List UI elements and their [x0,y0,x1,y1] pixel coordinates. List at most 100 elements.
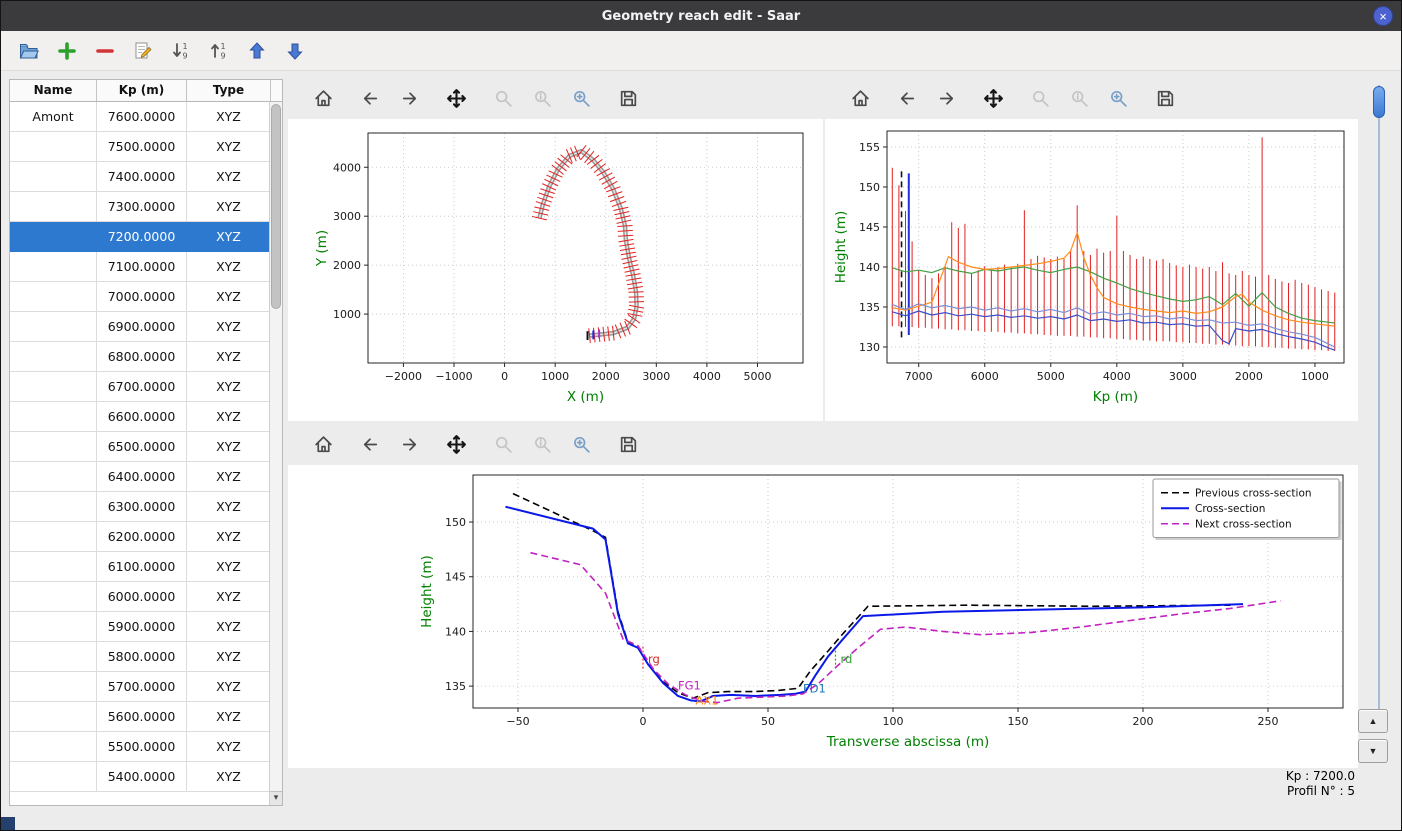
table-cell[interactable] [10,462,97,492]
table-cell[interactable]: 6000.0000 [97,582,187,612]
table-cell[interactable]: XYZ [187,462,269,492]
profile-position-slider[interactable] [1373,85,1385,709]
table-cell[interactable] [10,582,97,612]
table-cell[interactable] [10,282,97,312]
remove-profile-button[interactable] [91,37,119,65]
table-cell[interactable]: 7400.0000 [97,162,187,192]
table-row[interactable]: 7000.0000 XYZ [10,282,269,312]
table-cell[interactable] [10,642,97,672]
add-profile-button[interactable] [53,37,81,65]
subplots-button[interactable] [527,83,557,113]
previous-profile-button[interactable]: ▲ [1358,709,1388,733]
table-cell[interactable] [10,402,97,432]
table-cell[interactable] [10,762,97,792]
move-down-button[interactable] [281,37,309,65]
table-cell[interactable] [10,252,97,282]
zoom-button[interactable] [488,429,518,459]
table-cell[interactable]: 5400.0000 [97,762,187,792]
table-cell[interactable]: 6100.0000 [97,552,187,582]
home-button[interactable] [308,429,338,459]
table-cell[interactable]: XYZ [187,552,269,582]
table-cell[interactable] [10,612,97,642]
table-row[interactable]: 7300.0000 XYZ [10,192,269,222]
table-row[interactable]: 5800.0000 XYZ [10,642,269,672]
table-cell[interactable]: 7100.0000 [97,252,187,282]
table-row[interactable]: 6900.0000 XYZ [10,312,269,342]
table-cell[interactable]: 7600.0000 [97,102,187,132]
table-cell[interactable] [10,432,97,462]
close-button[interactable]: × [1373,6,1393,26]
table-cell[interactable]: XYZ [187,192,269,222]
table-cell[interactable]: 7300.0000 [97,192,187,222]
table-cell[interactable] [10,342,97,372]
subplots-button[interactable] [1064,83,1094,113]
table-cell[interactable]: XYZ [187,702,269,732]
table-cell[interactable] [10,492,97,522]
pan-button[interactable] [441,429,471,459]
open-button[interactable] [15,37,43,65]
table-cell[interactable] [10,312,97,342]
subplots-button[interactable] [527,429,557,459]
table-cell[interactable]: XYZ [187,642,269,672]
back-button[interactable] [355,83,385,113]
table-cell[interactable]: 6800.0000 [97,342,187,372]
table-cell[interactable]: 6700.0000 [97,372,187,402]
table-row[interactable]: 6500.0000 XYZ [10,432,269,462]
table-cell[interactable]: XYZ [187,582,269,612]
table-cell[interactable]: XYZ [187,612,269,642]
table-cell[interactable]: XYZ [187,372,269,402]
back-button[interactable] [355,429,385,459]
table-cell[interactable] [10,732,97,762]
table-cell[interactable] [10,222,97,252]
table-row[interactable]: 5400.0000 XYZ [10,762,269,792]
save-button[interactable] [613,83,643,113]
edit-profile-button[interactable] [129,37,157,65]
table-cell[interactable]: XYZ [187,762,269,792]
table-cell[interactable]: 5900.0000 [97,612,187,642]
table-cell[interactable]: 6600.0000 [97,402,187,432]
table-cell[interactable]: XYZ [187,672,269,702]
table-cell[interactable]: 6300.0000 [97,492,187,522]
table-cell[interactable] [10,192,97,222]
table-cell[interactable]: XYZ [187,252,269,282]
home-button[interactable] [308,83,338,113]
forward-button[interactable] [394,83,424,113]
table-cell[interactable]: 5700.0000 [97,672,187,702]
table-cell[interactable]: 6400.0000 [97,462,187,492]
table-row[interactable]: 6100.0000 XYZ [10,552,269,582]
plan-view-plot[interactable]: −2000 −1000 0 1000 2000 3000 4000 5000 1000 2000 3… [288,119,823,421]
table-row[interactable]: 5900.0000 XYZ [10,612,269,642]
home-button[interactable] [845,83,875,113]
table-row[interactable]: 6300.0000 XYZ [10,492,269,522]
table-cell[interactable]: 7500.0000 [97,132,187,162]
table-cell[interactable] [10,132,97,162]
table-row[interactable]: Amont 7600.0000 XYZ [10,102,269,132]
table-cell[interactable]: XYZ [187,132,269,162]
table-cell[interactable]: XYZ [187,282,269,312]
sort-descending-button[interactable]: 1 9 [167,37,195,65]
table-cell[interactable]: XYZ [187,732,269,762]
save-button[interactable] [613,429,643,459]
customize-button[interactable] [566,83,596,113]
table-cell[interactable]: XYZ [187,402,269,432]
customize-button[interactable] [1103,83,1133,113]
pan-button[interactable] [978,83,1008,113]
move-up-button[interactable] [243,37,271,65]
table-cell[interactable]: 5800.0000 [97,642,187,672]
table-cell[interactable]: Amont [10,102,97,132]
table-cell[interactable] [10,672,97,702]
table-cell[interactable]: XYZ [187,342,269,372]
table-cell[interactable] [10,702,97,732]
table-cell[interactable] [10,162,97,192]
table-cell[interactable]: XYZ [187,162,269,192]
table-cell[interactable]: XYZ [187,312,269,342]
longitudinal-profile-plot[interactable]: 7000 6000 5000 4000 3000 2000 1000 130 135 140 145… [825,119,1358,421]
slider-handle[interactable] [1373,86,1385,118]
table-cell[interactable]: 6500.0000 [97,432,187,462]
table-cell[interactable]: XYZ [187,432,269,462]
table-row[interactable]: 7100.0000 XYZ [10,252,269,282]
table-cell[interactable]: 6900.0000 [97,312,187,342]
table-cell[interactable]: 7000.0000 [97,282,187,312]
table-row[interactable]: 6600.0000 XYZ [10,402,269,432]
pan-button[interactable] [441,83,471,113]
